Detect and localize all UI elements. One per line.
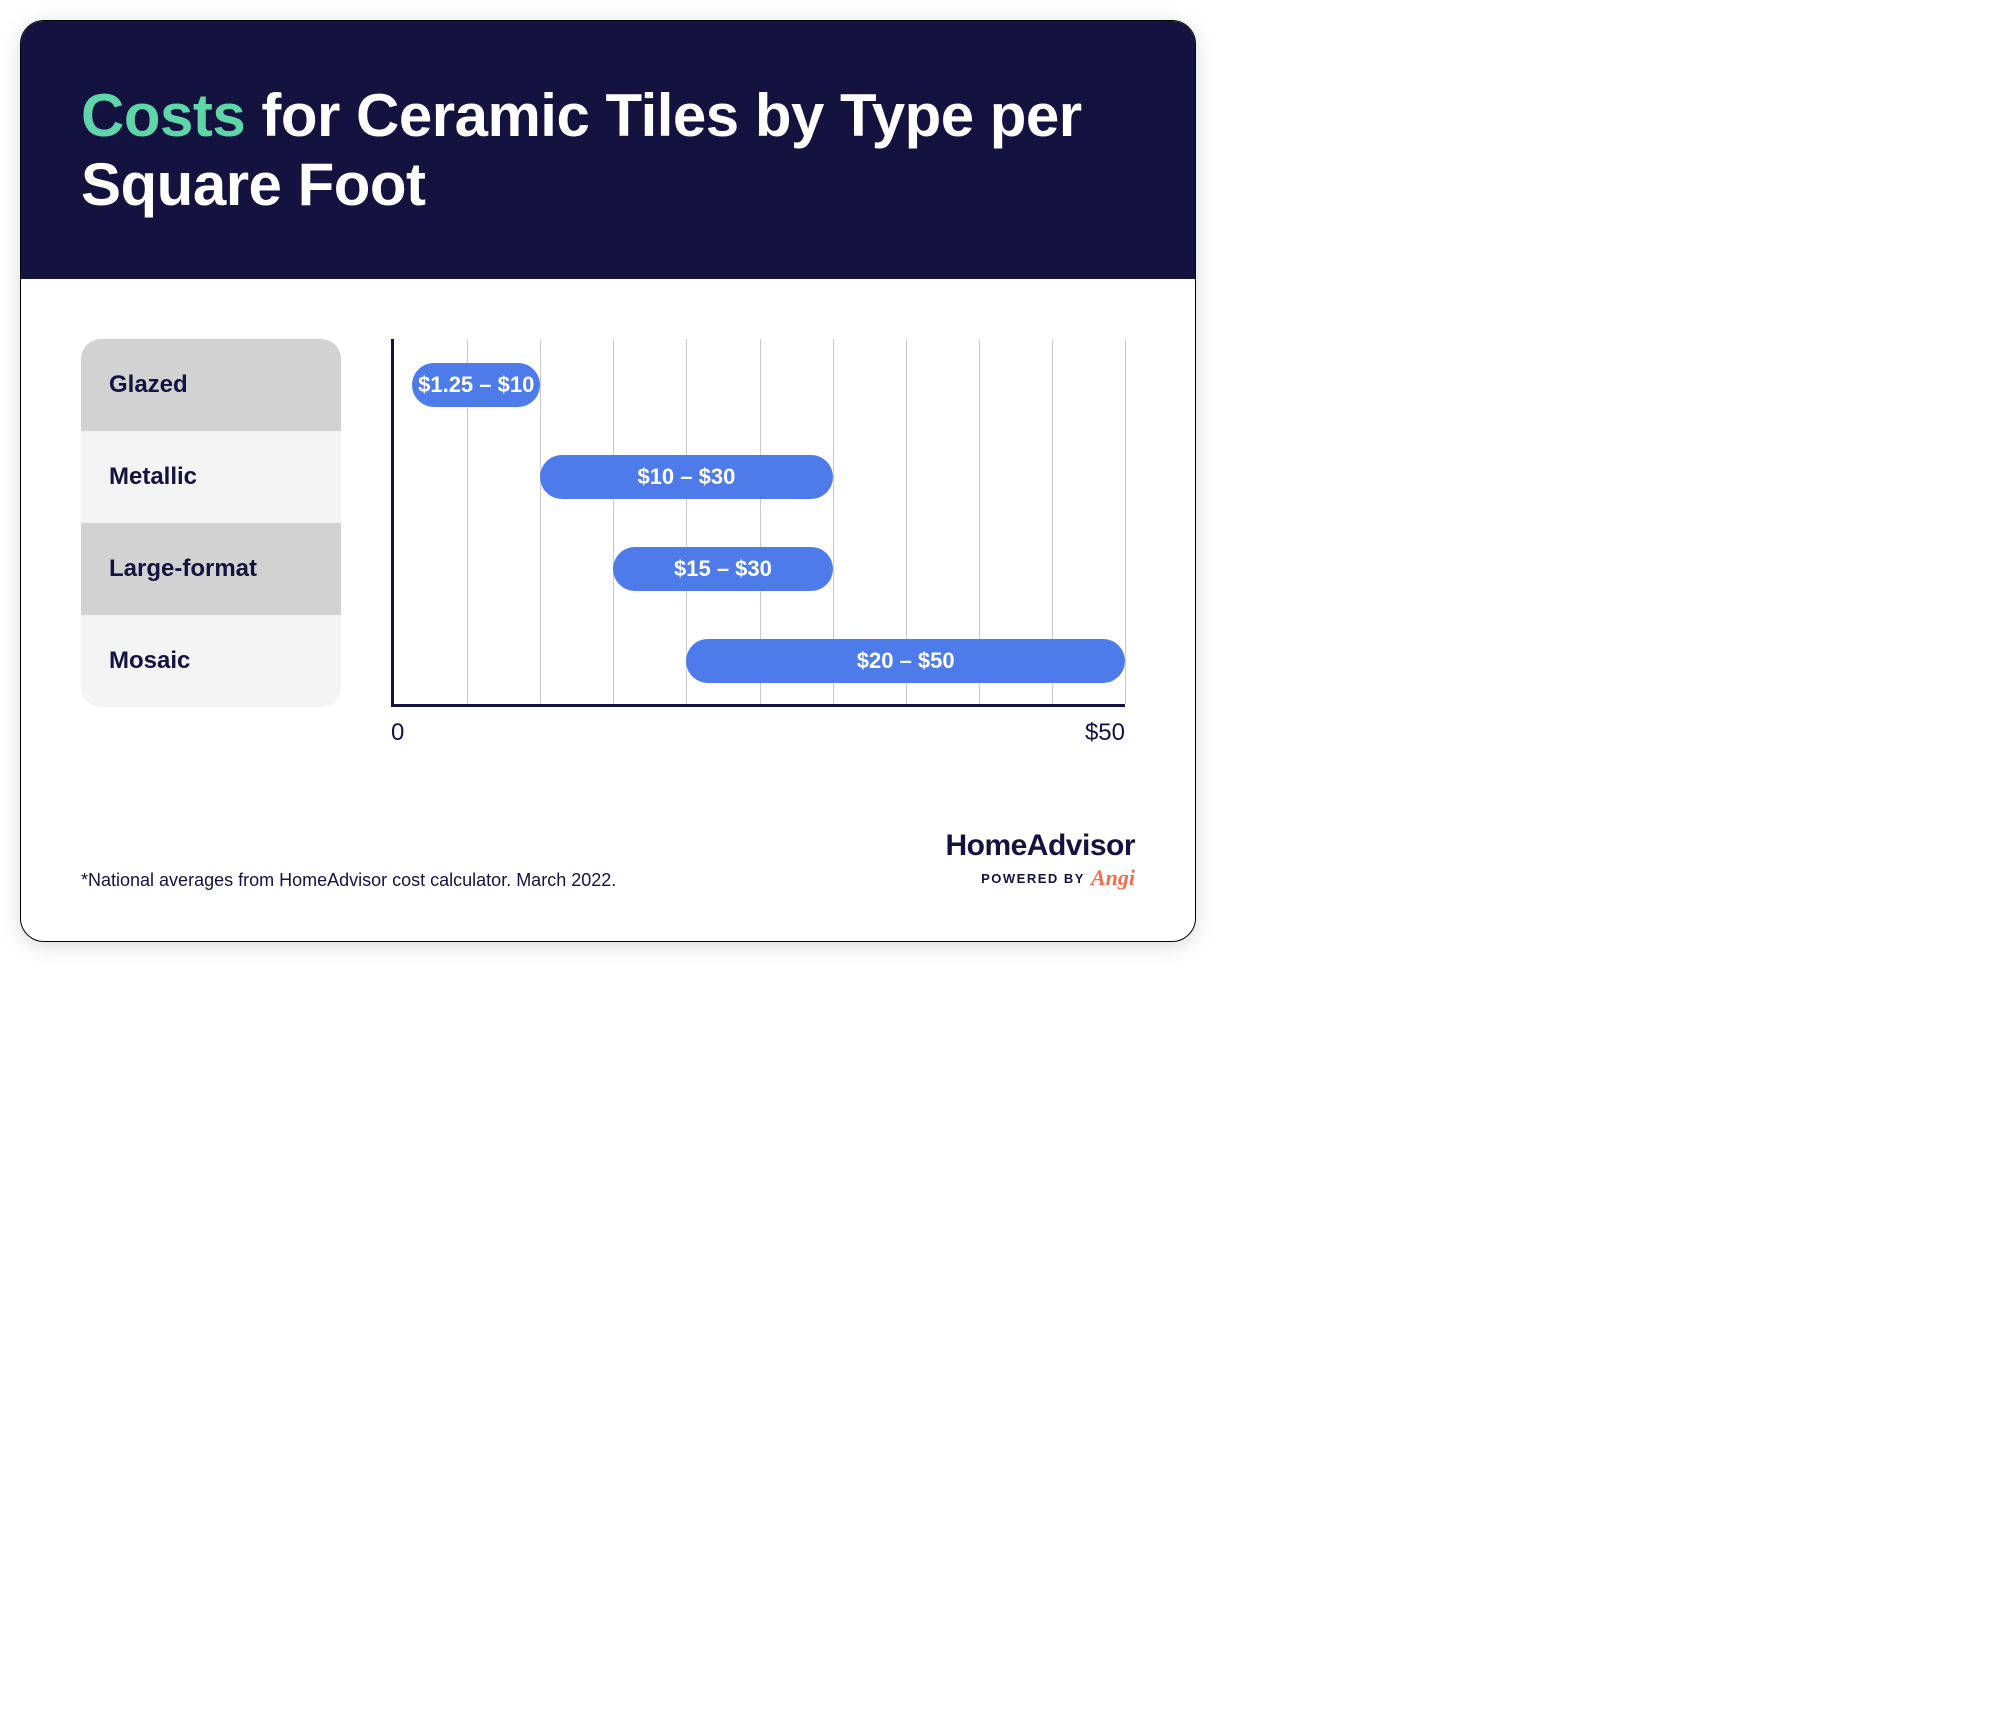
angi-logo: Angi: [1091, 865, 1135, 891]
range-bar: $15 – $30: [613, 547, 832, 591]
legend-row: Mosaic: [81, 615, 341, 707]
grid-line: [1125, 339, 1126, 704]
infographic-card: Costs for Ceramic Tiles by Type per Squa…: [20, 20, 1196, 942]
category-legend: GlazedMetallicLarge-formatMosaic: [81, 339, 341, 707]
x-axis-labels: 0 $50: [391, 719, 1125, 749]
range-bar: $20 – $50: [686, 639, 1125, 683]
range-bar: $1.25 – $10: [412, 363, 540, 407]
grid-line: [613, 339, 614, 704]
plot-area: $1.25 – $10 $10 – $30 $15 – $30 $20 – $50: [391, 339, 1125, 707]
x-axis-label: $50: [1085, 719, 1125, 747]
brand-block: HomeAdvisor POWERED BY Angi: [945, 829, 1135, 891]
grid-line: [540, 339, 541, 704]
title-accent: Costs: [81, 82, 245, 149]
chart-wrap: GlazedMetallicLarge-formatMosaic $1.25 –…: [81, 339, 1135, 759]
footer: *National averages from HomeAdvisor cost…: [21, 789, 1195, 941]
plot: $1.25 – $10 $10 – $30 $15 – $30 $20 – $50 0…: [381, 339, 1135, 759]
range-bar: $10 – $30: [540, 455, 832, 499]
footnote: *National averages from HomeAdvisor cost…: [81, 870, 616, 891]
header: Costs for Ceramic Tiles by Type per Squa…: [21, 21, 1195, 279]
legend-row: Glazed: [81, 339, 341, 431]
grid-line: [686, 339, 687, 704]
x-axis-label: 0: [391, 719, 404, 747]
brand-main: HomeAdvisor: [945, 829, 1135, 863]
chart-body: GlazedMetallicLarge-formatMosaic $1.25 –…: [21, 279, 1195, 789]
brand-sub-prefix: POWERED BY: [981, 871, 1085, 886]
page-title: Costs for Ceramic Tiles by Type per Squa…: [81, 81, 1135, 219]
brand-sub: POWERED BY Angi: [945, 865, 1135, 891]
legend-row: Metallic: [81, 431, 341, 523]
legend-row: Large-format: [81, 523, 341, 615]
